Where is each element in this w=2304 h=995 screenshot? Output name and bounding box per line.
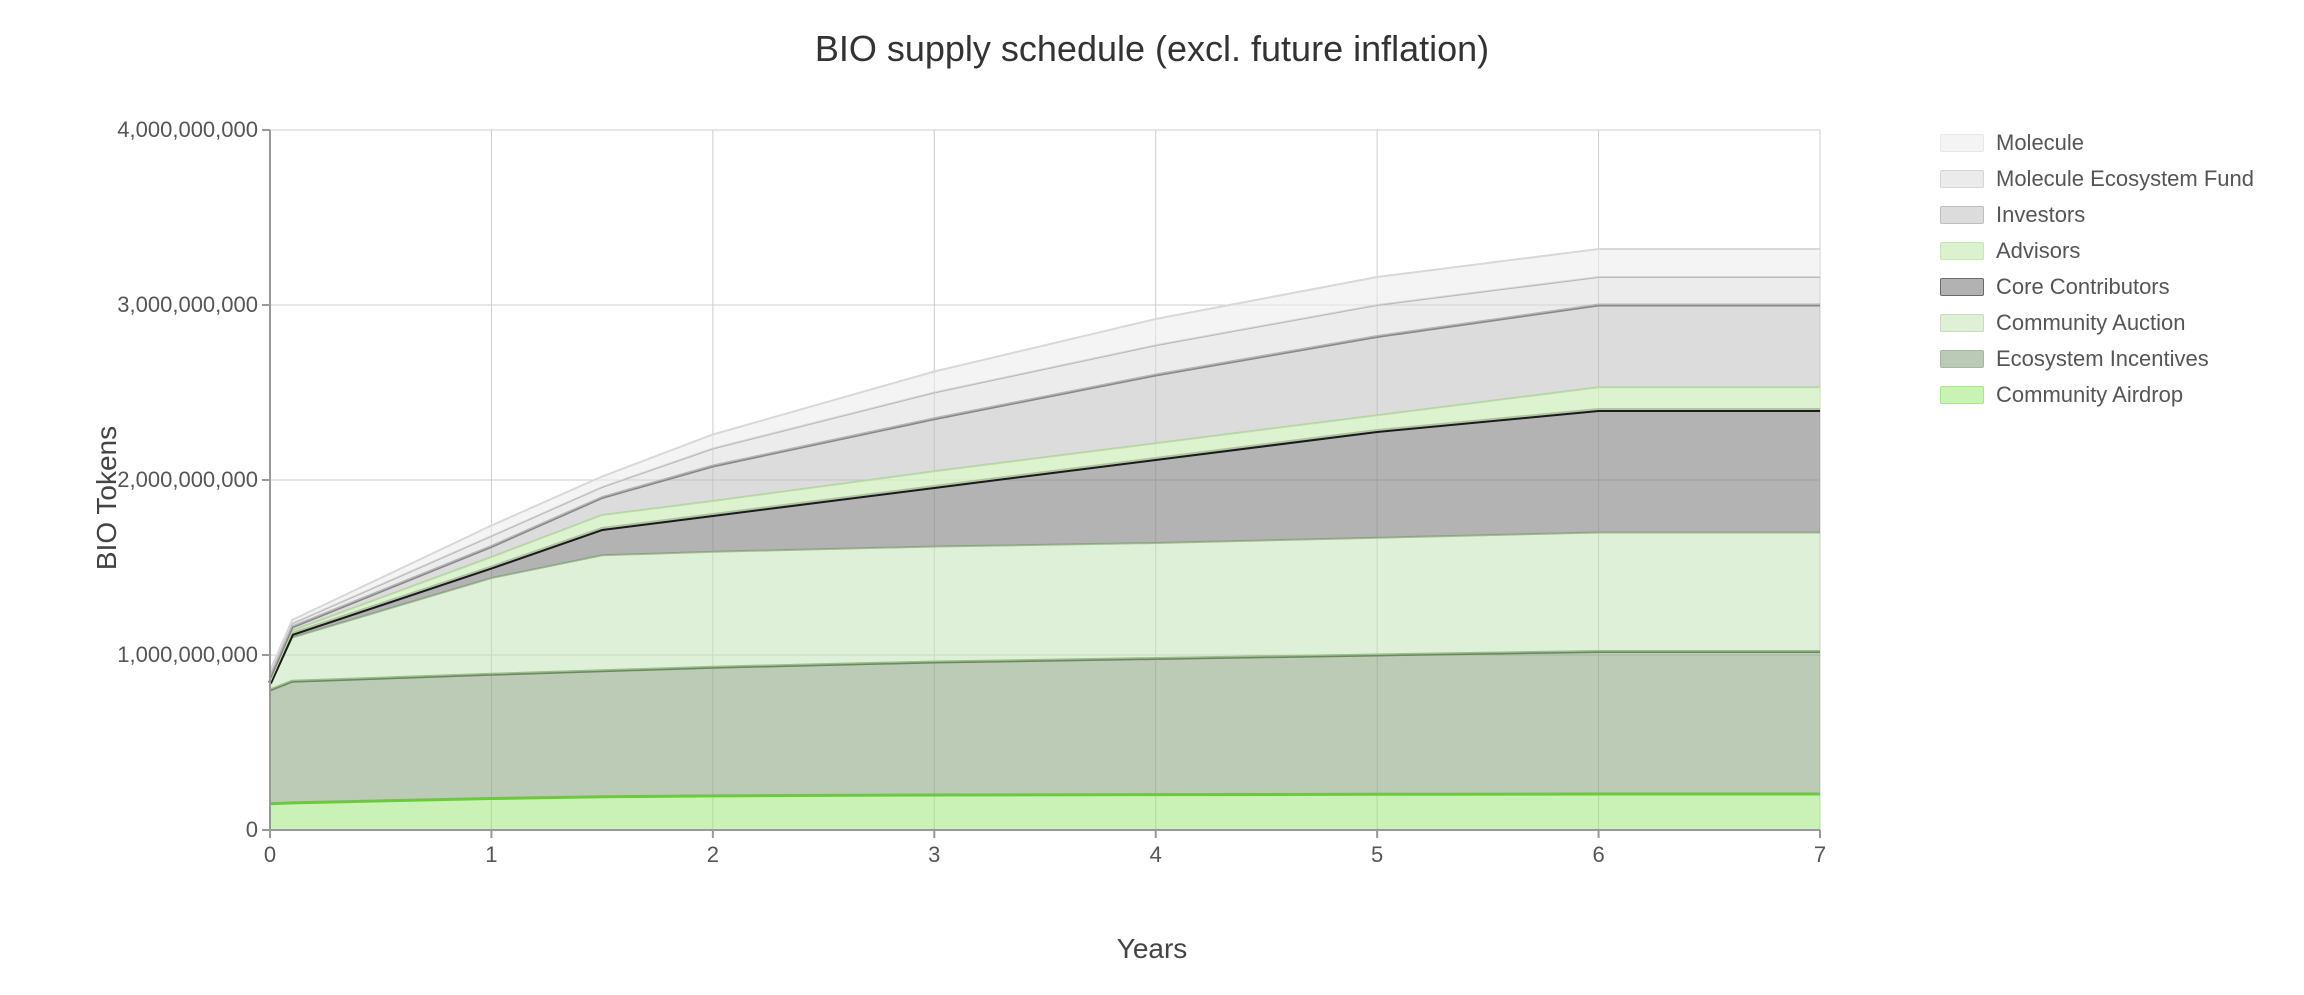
legend-swatch <box>1940 242 1984 260</box>
y-tick-label: 2,000,000,000 <box>117 467 258 493</box>
x-axis-label: Years <box>1117 933 1188 965</box>
legend-label: Community Airdrop <box>1996 382 2183 408</box>
legend-label: Community Auction <box>1996 310 2186 336</box>
x-tick-label: 6 <box>1592 842 1604 868</box>
chart-title: BIO supply schedule (excl. future inflat… <box>0 0 2304 70</box>
plot-area: 01,000,000,0002,000,000,0003,000,000,000… <box>270 130 1820 830</box>
legend-swatch <box>1940 386 1984 404</box>
x-tick-label: 3 <box>928 842 940 868</box>
y-axis-label: BIO Tokens <box>91 425 123 569</box>
legend-item: Advisors <box>1940 238 2254 264</box>
stacked-area-chart <box>270 130 1820 830</box>
x-tick-label: 1 <box>485 842 497 868</box>
legend-swatch <box>1940 206 1984 224</box>
x-tick-label: 5 <box>1371 842 1383 868</box>
legend-label: Molecule Ecosystem Fund <box>1996 166 2254 192</box>
legend-swatch <box>1940 350 1984 368</box>
legend-item: Molecule Ecosystem Fund <box>1940 166 2254 192</box>
legend-item: Ecosystem Incentives <box>1940 346 2254 372</box>
legend-swatch <box>1940 278 1984 296</box>
y-tick-label: 1,000,000,000 <box>117 642 258 668</box>
x-tick-label: 2 <box>707 842 719 868</box>
legend-swatch <box>1940 134 1984 152</box>
legend-label: Ecosystem Incentives <box>1996 346 2209 372</box>
x-tick-label: 4 <box>1150 842 1162 868</box>
y-tick-label: 0 <box>246 817 258 843</box>
legend: Molecule Molecule Ecosystem Fund Investors… <box>1940 130 2254 418</box>
x-tick-label: 0 <box>264 842 276 868</box>
y-tick-label: 3,000,000,000 <box>117 292 258 318</box>
legend-item: Community Airdrop <box>1940 382 2254 408</box>
legend-label: Investors <box>1996 202 2085 228</box>
legend-swatch <box>1940 170 1984 188</box>
legend-label: Core Contributors <box>1996 274 2170 300</box>
legend-item: Community Auction <box>1940 310 2254 336</box>
legend-item: Investors <box>1940 202 2254 228</box>
legend-swatch <box>1940 314 1984 332</box>
legend-item: Molecule <box>1940 130 2254 156</box>
chart-container: BIO supply schedule (excl. future inflat… <box>0 0 2304 995</box>
legend-label: Advisors <box>1996 238 2080 264</box>
y-tick-label: 4,000,000,000 <box>117 117 258 143</box>
legend-item: Core Contributors <box>1940 274 2254 300</box>
x-tick-label: 7 <box>1814 842 1826 868</box>
legend-label: Molecule <box>1996 130 2084 156</box>
